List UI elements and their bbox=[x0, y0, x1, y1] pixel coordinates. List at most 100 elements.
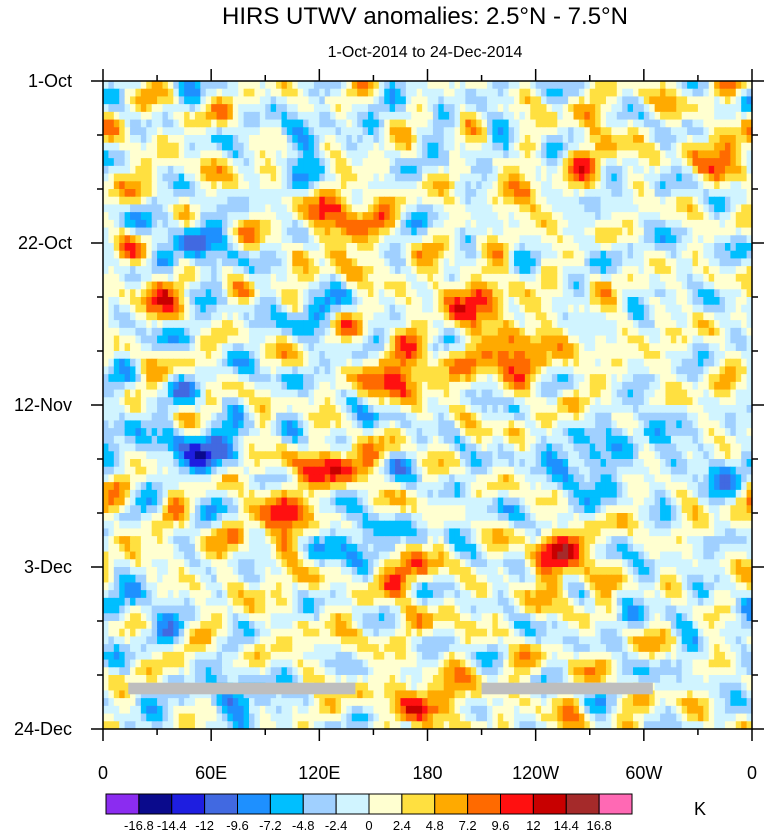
heatmap-cell bbox=[113, 281, 120, 290]
heatmap-cell bbox=[681, 219, 688, 229]
heatmap-cell bbox=[319, 351, 326, 360]
heatmap-cell bbox=[449, 227, 456, 236]
heatmap-cell bbox=[297, 312, 304, 321]
heatmap-cell bbox=[297, 389, 304, 398]
heatmap-cell bbox=[611, 189, 618, 198]
heatmap-cell bbox=[643, 235, 650, 244]
heatmap-cell bbox=[692, 320, 699, 329]
heatmap-cell bbox=[249, 327, 256, 337]
heatmap-cell bbox=[470, 389, 477, 398]
heatmap-cell bbox=[119, 135, 126, 144]
heatmap-cell bbox=[113, 150, 120, 159]
heatmap-cell bbox=[530, 142, 537, 152]
heatmap-cell bbox=[303, 81, 310, 90]
heatmap-cell bbox=[665, 320, 672, 329]
heatmap-cell bbox=[173, 343, 180, 352]
heatmap-cell bbox=[113, 327, 120, 337]
heatmap-cell bbox=[649, 150, 656, 159]
heatmap-cell bbox=[276, 335, 283, 344]
heatmap-cell bbox=[551, 81, 558, 90]
heatmap-cell bbox=[557, 327, 564, 337]
heatmap-cell bbox=[519, 235, 526, 244]
heatmap-cell bbox=[400, 111, 407, 121]
heatmap-cell bbox=[508, 327, 515, 337]
heatmap-cell bbox=[616, 289, 623, 298]
heatmap-cell bbox=[211, 281, 218, 290]
heatmap-cell bbox=[395, 165, 402, 175]
heatmap-cell bbox=[265, 335, 272, 344]
heatmap-cell bbox=[362, 127, 369, 136]
heatmap-cell bbox=[573, 281, 580, 290]
heatmap-cell bbox=[616, 343, 623, 352]
heatmap-cell bbox=[270, 111, 277, 121]
heatmap-cell bbox=[741, 119, 748, 128]
heatmap-cell bbox=[351, 374, 358, 383]
heatmap-cell bbox=[595, 235, 602, 244]
heatmap-cell bbox=[389, 320, 396, 329]
heatmap-cell bbox=[578, 150, 585, 159]
heatmap-cell bbox=[600, 297, 607, 306]
heatmap-cell bbox=[697, 189, 704, 198]
heatmap-cell bbox=[157, 127, 164, 136]
heatmap-cell bbox=[719, 343, 726, 352]
heatmap-cell bbox=[470, 119, 477, 128]
heatmap-cell bbox=[535, 366, 542, 375]
heatmap-cell bbox=[140, 212, 147, 221]
heatmap-cell bbox=[194, 204, 201, 213]
heatmap-cell bbox=[427, 250, 434, 260]
heatmap-cell bbox=[692, 304, 699, 314]
heatmap-cell bbox=[319, 81, 326, 90]
heatmap-cell bbox=[746, 142, 753, 152]
heatmap-cell bbox=[140, 297, 147, 306]
heatmap-cell bbox=[611, 88, 618, 98]
heatmap-cell bbox=[238, 243, 245, 252]
heatmap-cell bbox=[670, 212, 677, 221]
heatmap-cell bbox=[135, 111, 142, 121]
heatmap-cell bbox=[362, 142, 369, 152]
heatmap-cell bbox=[243, 320, 250, 329]
heatmap-cell bbox=[346, 235, 353, 244]
heatmap-cell bbox=[227, 196, 234, 206]
heatmap-cell bbox=[432, 135, 439, 144]
heatmap-cell bbox=[476, 150, 483, 159]
heatmap-cell bbox=[400, 243, 407, 252]
heatmap-cell bbox=[438, 181, 445, 190]
heatmap-cell bbox=[697, 366, 704, 375]
heatmap-cell bbox=[541, 258, 548, 267]
heatmap-cell bbox=[362, 273, 369, 283]
heatmap-cell bbox=[373, 389, 380, 398]
heatmap-cell bbox=[200, 142, 207, 152]
heatmap-cell bbox=[611, 135, 618, 144]
heatmap-cell bbox=[254, 119, 261, 128]
heatmap-cell bbox=[681, 88, 688, 98]
heatmap-cell bbox=[270, 235, 277, 244]
heatmap-cell bbox=[232, 127, 239, 136]
heatmap-cell bbox=[259, 227, 266, 236]
heatmap-cell bbox=[703, 96, 710, 105]
heatmap-cell bbox=[660, 104, 667, 113]
heatmap-cell bbox=[643, 381, 650, 391]
heatmap-cell bbox=[643, 204, 650, 213]
heatmap-cell bbox=[557, 374, 564, 383]
heatmap-cell bbox=[492, 81, 499, 90]
heatmap-cell bbox=[189, 96, 196, 105]
heatmap-cell bbox=[357, 381, 364, 391]
heatmap-cell bbox=[508, 227, 515, 236]
heatmap-cell bbox=[330, 381, 337, 391]
heatmap-cell bbox=[297, 142, 304, 152]
heatmap-cell bbox=[254, 273, 261, 283]
heatmap-cell bbox=[146, 196, 153, 206]
heatmap-cell bbox=[189, 88, 196, 98]
heatmap-cell bbox=[514, 96, 521, 105]
heatmap-cell bbox=[189, 135, 196, 144]
heatmap-cell bbox=[259, 81, 266, 90]
heatmap-cell bbox=[130, 165, 137, 175]
heatmap-cell bbox=[368, 212, 375, 221]
heatmap-cell bbox=[508, 381, 515, 391]
heatmap-cell bbox=[611, 297, 618, 306]
heatmap-cell bbox=[633, 243, 640, 252]
heatmap-cell bbox=[249, 304, 256, 314]
heatmap-cell bbox=[340, 243, 347, 252]
heatmap-cell bbox=[324, 204, 331, 213]
heatmap-cell bbox=[568, 358, 575, 368]
